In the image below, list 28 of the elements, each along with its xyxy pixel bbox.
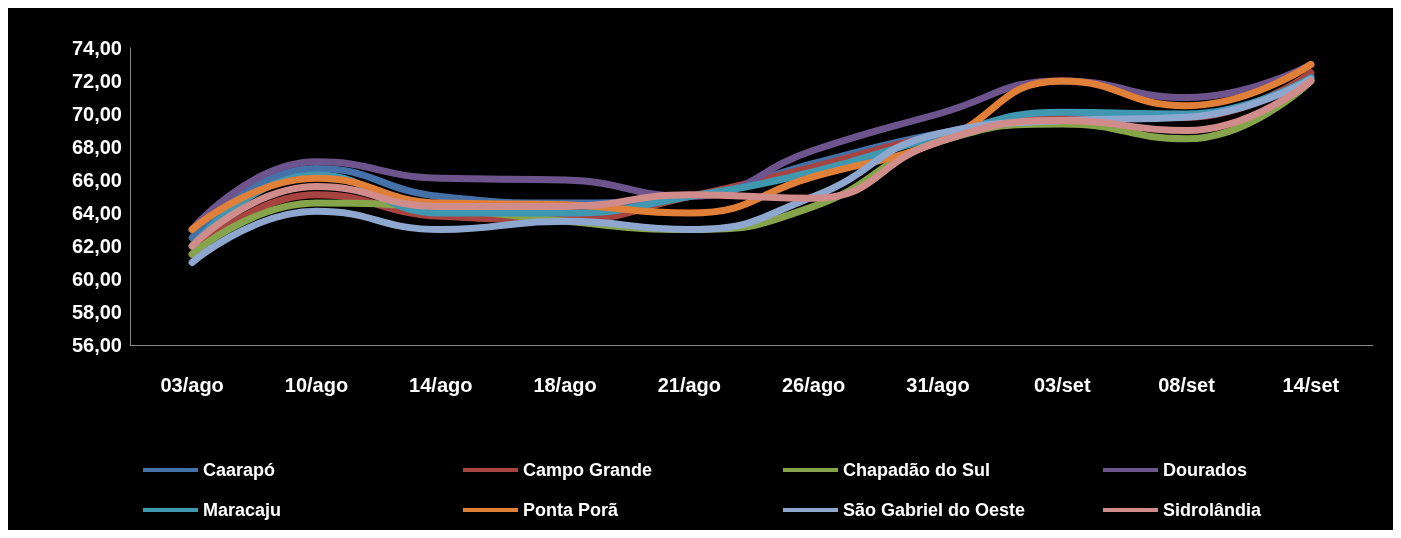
x-tick-label: 21/ago [657, 374, 722, 396]
y-tick-label: 60,00 [71, 268, 122, 290]
y-tick-label: 64,00 [71, 202, 122, 224]
legend-label: Chapadão do Sul [843, 460, 991, 480]
x-tick-label: 14/ago [409, 374, 473, 396]
y-tick-label: 66,00 [71, 169, 122, 191]
x-tick-label: 14/set [1282, 374, 1340, 396]
x-tick-label: 03/set [1033, 374, 1091, 396]
legend-label: Maracaju [203, 500, 282, 520]
x-tick-label: 31/ago [906, 374, 970, 396]
legend-label: São Gabriel do Oeste [843, 500, 1026, 520]
x-tick-label: 08/set [1158, 374, 1216, 396]
legend-label: Sidrolândia [1163, 500, 1262, 520]
y-tick-label: 74,00 [71, 37, 122, 59]
x-tick-label: 26/ago [781, 374, 846, 396]
y-tick-label: 62,00 [71, 235, 122, 257]
legend-label: Campo Grande [523, 460, 653, 480]
x-tick-label: 18/ago [533, 374, 597, 396]
y-tick-label: 72,00 [71, 70, 122, 92]
y-tick-label: 68,00 [71, 136, 122, 158]
x-tick-label: 03/ago [160, 374, 224, 396]
y-tick-label: 56,00 [71, 334, 122, 356]
x-tick-label: 10/ago [284, 374, 349, 396]
y-tick-label: 70,00 [71, 103, 122, 125]
legend-label: Caarapó [203, 460, 276, 480]
legend-label: Dourados [1163, 460, 1248, 480]
y-tick-label: 58,00 [71, 301, 122, 323]
legend-label: Ponta Porã [523, 500, 620, 520]
